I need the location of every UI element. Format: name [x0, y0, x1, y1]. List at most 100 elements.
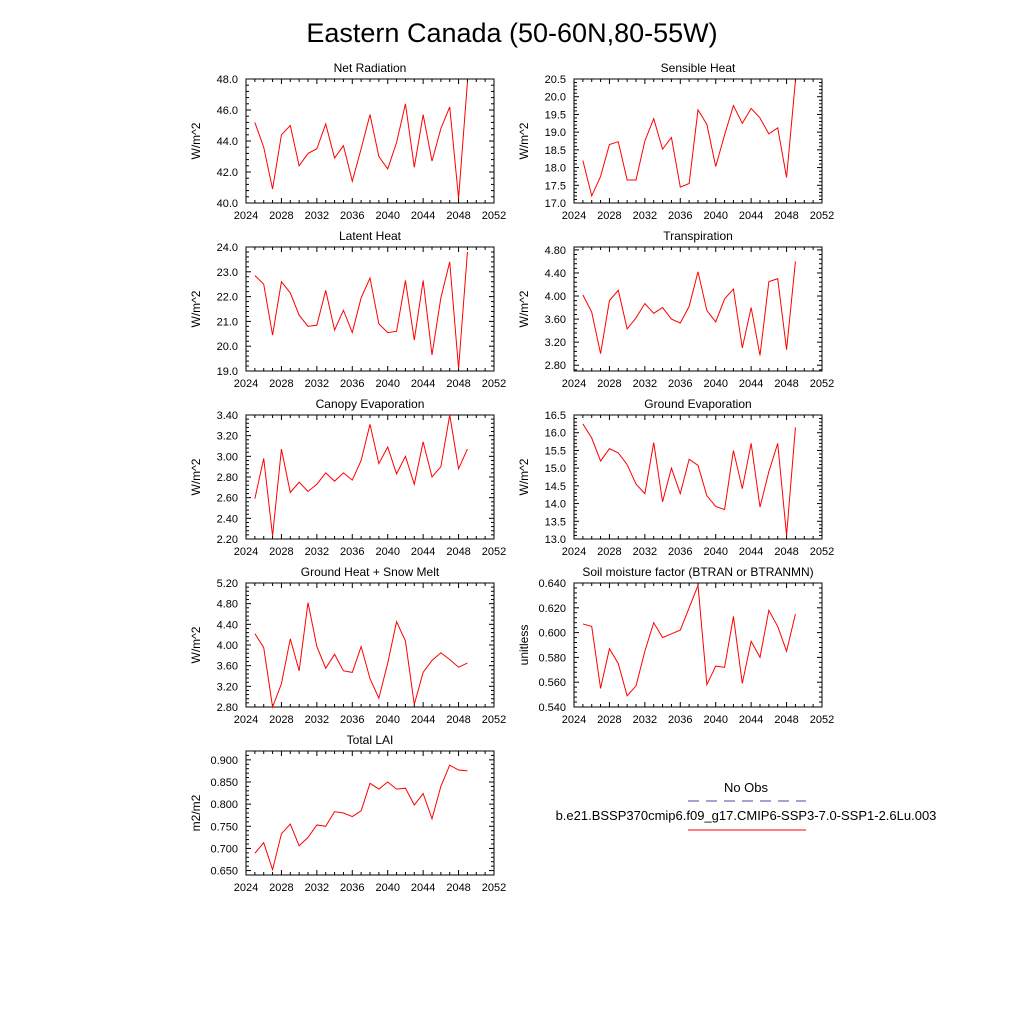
x-tick-label: 2028: [269, 378, 293, 390]
x-tick-label: 2028: [597, 546, 621, 558]
x-tick-label: 2048: [446, 378, 470, 390]
series-line: [254, 602, 468, 709]
y-tick-label: 0.540: [538, 702, 566, 714]
x-tick-label: 2036: [668, 378, 692, 390]
x-tick-label: 2032: [305, 546, 329, 558]
series-line: [582, 423, 796, 536]
y-tick-label: 3.40: [217, 410, 238, 422]
y-tick-label: 4.40: [545, 268, 566, 280]
x-tick-label: 2044: [739, 210, 763, 222]
plot-grid: 2024 2028 2032 2036 2040 2044 2048 2052 40.0 42.0…: [189, 61, 834, 894]
x-tick-label: 2052: [810, 210, 834, 222]
y-axis-label: W/m^2: [517, 122, 531, 159]
series-line: [254, 251, 468, 369]
panel-title: Latent Heat: [339, 229, 402, 243]
x-tick-label: 2052: [482, 882, 506, 894]
panel-canopy-evaporation: 2024 2028 2032 2036 2040 2044 2048 2052 2.20 2.40…: [189, 397, 506, 558]
y-tick-label: 18.0: [545, 163, 566, 175]
panel-title: Canopy Evaporation: [316, 397, 425, 411]
plot-frame: [573, 246, 823, 372]
y-tick-label: 14.0: [545, 499, 566, 511]
y-tick-label: 40.0: [217, 198, 238, 210]
x-tick-label: 2040: [703, 210, 727, 222]
y-tick-label: 20.5: [545, 74, 566, 86]
series-line: [582, 261, 796, 356]
x-tick-label: 2044: [411, 882, 435, 894]
x-tick-label: 2028: [597, 714, 621, 726]
x-tick-label: 2052: [482, 546, 506, 558]
y-tick-label: 2.80: [217, 472, 238, 484]
y-tick-label: 21.0: [217, 316, 238, 328]
y-tick-label: 0.650: [210, 866, 238, 878]
x-tick-label: 2028: [597, 378, 621, 390]
x-tick-label: 2032: [633, 714, 657, 726]
x-tick-label: 2032: [633, 378, 657, 390]
y-tick-label: 0.580: [538, 652, 566, 664]
x-tick-label: 2040: [375, 882, 399, 894]
panel-soil-moisture-factor-btran-or-btranmn: 2024 2028 2032 2036 2040 2044 2048 2052 0.540 0.5…: [517, 565, 834, 726]
figure-title: Eastern Canada (50-60N,80-55W): [306, 18, 717, 48]
x-tick-label: 2048: [774, 546, 798, 558]
y-tick-label: 0.800: [210, 799, 238, 811]
y-tick-label: 17.5: [545, 180, 566, 192]
y-tick-label: 4.80: [217, 599, 238, 611]
y-tick-label: 19.0: [545, 127, 566, 139]
panel-title: Sensible Heat: [661, 61, 736, 75]
panel-title: Soil moisture factor (BTRAN or BTRANMN): [582, 565, 813, 579]
legend-obs-label: No Obs: [724, 780, 769, 795]
y-axis-label: W/m^2: [189, 290, 203, 327]
y-tick-label: 48.0: [217, 74, 238, 86]
x-tick-label: 2032: [633, 210, 657, 222]
y-tick-label: 3.20: [217, 681, 238, 693]
x-tick-label: 2040: [375, 714, 399, 726]
x-tick-label: 2044: [739, 378, 763, 390]
x-tick-label: 2036: [340, 378, 364, 390]
panel-ground-heat-snow-melt: 2024 2028 2032 2036 2040 2044 2048 2052 2.80 3.20…: [189, 565, 506, 726]
x-tick-label: 2052: [810, 714, 834, 726]
y-tick-label: 2.60: [217, 493, 238, 505]
x-tick-label: 2032: [633, 546, 657, 558]
panel-title: Net Radiation: [334, 61, 407, 75]
y-tick-label: 5.20: [217, 578, 238, 590]
x-tick-label: 2024: [562, 546, 586, 558]
y-tick-label: 3.00: [217, 451, 238, 463]
x-tick-label: 2024: [234, 546, 258, 558]
x-tick-label: 2028: [269, 546, 293, 558]
x-tick-label: 2044: [411, 714, 435, 726]
x-tick-label: 2048: [446, 714, 470, 726]
x-tick-label: 2040: [375, 546, 399, 558]
y-tick-label: 2.80: [545, 360, 566, 372]
x-tick-label: 2024: [562, 210, 586, 222]
x-tick-label: 2044: [739, 546, 763, 558]
x-tick-label: 2028: [269, 210, 293, 222]
y-tick-label: 4.00: [217, 640, 238, 652]
x-tick-label: 2028: [269, 714, 293, 726]
x-tick-label: 2028: [269, 882, 293, 894]
legend: No Obs b.e21.BSSP370cmip6.f09_g17.CMIP6-…: [556, 780, 936, 831]
x-tick-label: 2052: [482, 378, 506, 390]
x-tick-label: 2044: [739, 714, 763, 726]
y-tick-label: 4.80: [545, 245, 566, 257]
y-tick-label: 20.0: [217, 341, 238, 353]
y-tick-label: 23.0: [217, 267, 238, 279]
x-tick-label: 2024: [562, 378, 586, 390]
series-line: [254, 82, 468, 199]
y-axis-label: W/m^2: [517, 458, 531, 495]
y-tick-label: 15.0: [545, 463, 566, 475]
y-tick-label: 16.5: [545, 410, 566, 422]
y-tick-label: 19.0: [217, 366, 238, 378]
x-tick-label: 2048: [446, 546, 470, 558]
y-tick-label: 0.850: [210, 777, 238, 789]
x-tick-label: 2040: [375, 378, 399, 390]
x-tick-label: 2036: [340, 714, 364, 726]
panel-net-radiation: 2024 2028 2032 2036 2040 2044 2048 2052 40.0 42.0…: [189, 61, 506, 222]
panel-title: Total LAI: [347, 733, 394, 747]
y-tick-label: 14.5: [545, 481, 566, 493]
y-tick-label: 0.560: [538, 677, 566, 689]
x-tick-label: 2024: [234, 210, 258, 222]
x-tick-label: 2048: [446, 210, 470, 222]
x-tick-label: 2032: [305, 882, 329, 894]
x-tick-label: 2052: [482, 714, 506, 726]
y-tick-label: 0.750: [210, 821, 238, 833]
